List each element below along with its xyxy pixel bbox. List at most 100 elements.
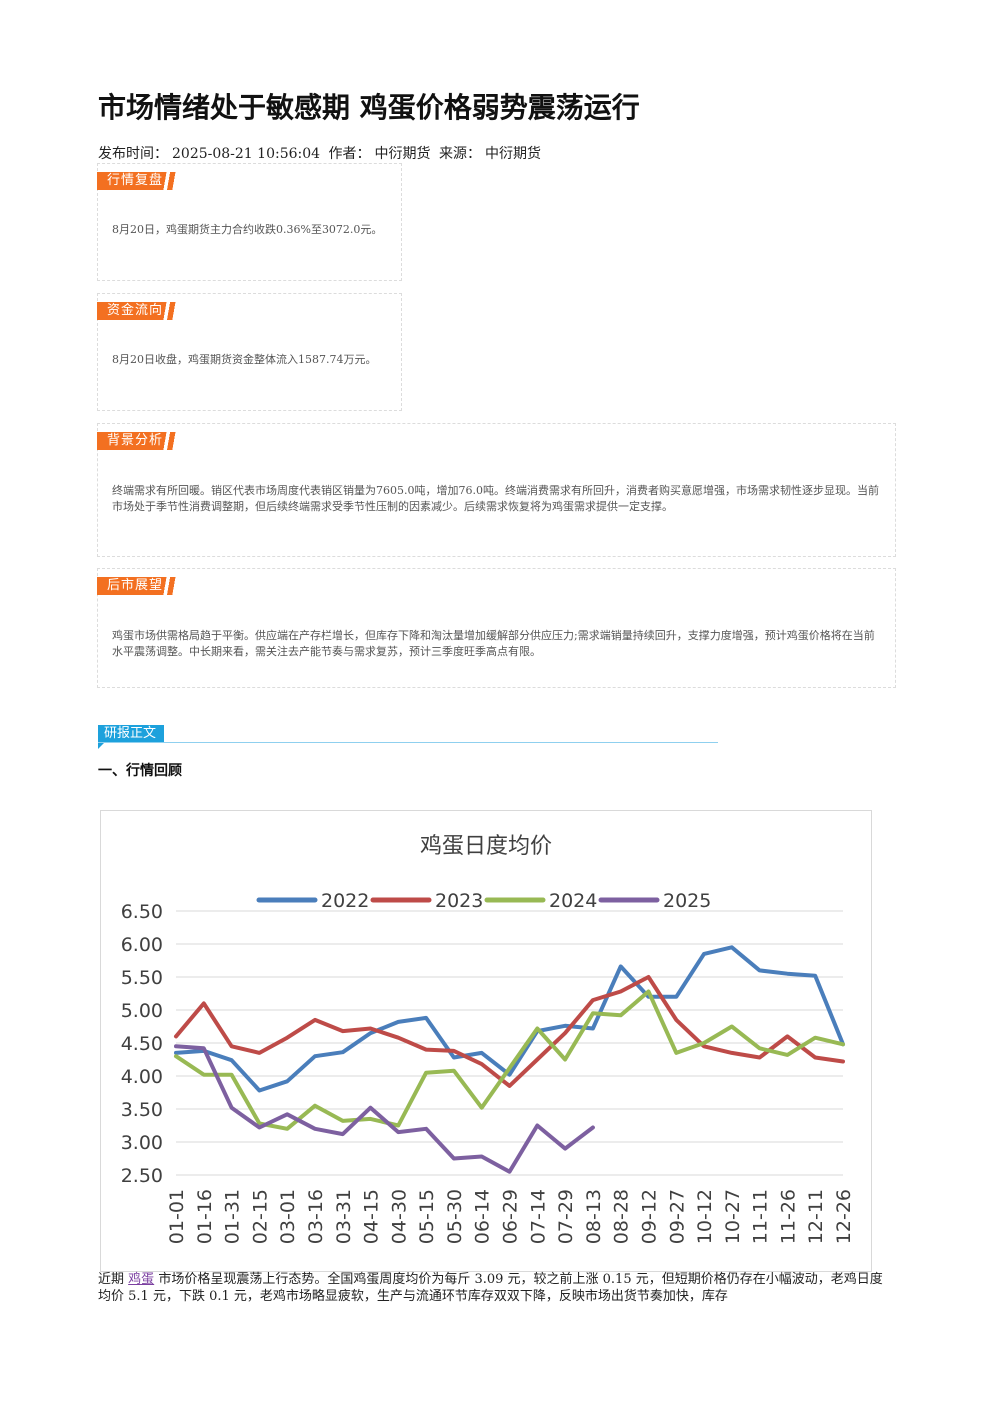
x-tick-label: 09-27: [666, 1189, 688, 1244]
legend-label: 2024: [549, 890, 597, 912]
x-tick-label: 11-26: [777, 1189, 799, 1244]
article-meta: 发布时间： 2025-08-21 10:56:04 作者： 中衍期货 来源： 中衍期货: [98, 143, 545, 163]
data-point-2023: [813, 1056, 817, 1059]
x-tick-label: 03-01: [277, 1189, 299, 1244]
y-tick-label: 4.00: [121, 1066, 163, 1088]
egg-price-chart: 鸡蛋日度均价 2022 2023 2024 2025 6.50 6.00 5.50 5.00…: [100, 810, 872, 1272]
data-point-2022: [174, 1051, 178, 1055]
x-tick-label: 04-30: [388, 1189, 410, 1244]
data-point-2023: [452, 1049, 456, 1053]
data-point-2025: [452, 1157, 456, 1160]
data-point-2025: [424, 1127, 428, 1131]
data-point-2023: [424, 1048, 428, 1052]
legend-label: 2022: [321, 890, 369, 912]
y-tick-label: 3.00: [121, 1132, 163, 1154]
data-point-2024: [674, 1051, 678, 1055]
x-tick-label: 06-14: [472, 1189, 494, 1244]
data-point-2022: [591, 1027, 595, 1030]
data-point-2025: [230, 1106, 234, 1110]
data-point-2023: [535, 1058, 539, 1061]
data-point-2023: [591, 998, 595, 1002]
report-tag-notch: [98, 743, 104, 749]
data-point-2023: [313, 1018, 317, 1022]
data-point-2024: [702, 1041, 706, 1045]
x-tick-label: 05-15: [416, 1189, 438, 1244]
source-name: 中衍期货: [484, 146, 541, 162]
data-point-2023: [202, 1001, 206, 1005]
data-point-2024: [841, 1042, 845, 1046]
data-point-2025: [313, 1127, 317, 1131]
article-title: 市场情绪处于敏感期 鸡蛋价格弱势震荡运行: [98, 91, 640, 124]
data-point-2022: [813, 974, 817, 978]
fund-flow-box: 资金流向 8月20日收盘，鸡蛋期货资金整体流入1587.74万元。: [97, 293, 402, 411]
data-point-2023: [341, 1029, 345, 1033]
data-point-2024: [813, 1036, 817, 1040]
data-point-2024: [508, 1066, 511, 1070]
data-point-2025: [563, 1147, 567, 1151]
egg-link[interactable]: 鸡蛋: [128, 1272, 155, 1287]
data-point-2024: [424, 1071, 428, 1075]
data-point-2022: [730, 945, 734, 949]
data-point-2025: [341, 1132, 345, 1136]
x-tick-label: 01-31: [222, 1189, 244, 1244]
background-text: 终端需求有所回暖。销区代表市场周度代表销区销量为7605.0吨，增加76.0吨。…: [112, 484, 879, 513]
data-point-2025: [535, 1124, 539, 1127]
data-point-2022: [424, 1016, 428, 1020]
data-point-2024: [341, 1119, 345, 1123]
data-point-2022: [563, 1024, 567, 1028]
market-review-paragraph: 近期 鸡蛋 市场价格呈现震荡上行态势。全国鸡蛋周度均价为每斤 3.09 元，较之…: [98, 1271, 890, 1305]
para-body: 市场价格呈现震荡上行态势。全国鸡蛋周度均价为每斤 3.09 元，较之前上涨 0.…: [98, 1272, 883, 1304]
x-tick-label: 05-30: [444, 1189, 466, 1244]
market-review-box: 行情复盘 8月20日，鸡蛋期货主力合约收跌0.36%至3072.0元。: [97, 163, 402, 281]
section-heading-market-review: 一、行情回顾: [98, 763, 182, 779]
publish-label: 发布时间：: [98, 146, 168, 162]
author-label: 作者：: [328, 146, 371, 162]
x-tick-label: 08-28: [611, 1189, 633, 1244]
data-point-2024: [591, 1011, 595, 1015]
data-point-2024: [785, 1053, 789, 1057]
data-point-2023: [257, 1051, 261, 1055]
data-point-2023: [841, 1060, 845, 1063]
chart-svg: 鸡蛋日度均价 2022 2023 2024 2025 6.50 6.00 5.50 5.00…: [121, 834, 855, 1244]
data-point-2025: [257, 1126, 261, 1129]
data-point-2022: [285, 1079, 289, 1083]
x-tick-label: 07-29: [555, 1189, 577, 1244]
background-box: 背景分析 终端需求有所回暖。销区代表市场周度代表销区销量为7605.0吨，增加7…: [97, 423, 896, 557]
fund-flow-text: 8月20日收盘，鸡蛋期货资金整体流入1587.74万元。: [112, 353, 377, 366]
outlook-tag: 后市展望: [97, 577, 184, 595]
x-tick-label: 03-31: [333, 1189, 355, 1244]
data-point-2023: [230, 1044, 234, 1048]
data-point-2022: [674, 995, 678, 999]
y-tick-label: 6.00: [121, 934, 163, 956]
data-point-2025: [174, 1044, 178, 1048]
data-point-2022: [313, 1054, 317, 1058]
data-point-2024: [647, 990, 650, 993]
data-point-2024: [758, 1046, 762, 1050]
data-point-2025: [508, 1170, 511, 1174]
data-point-2024: [230, 1073, 234, 1077]
x-tick-label: 03-16: [305, 1189, 327, 1244]
data-point-2024: [202, 1073, 206, 1077]
data-point-2022: [396, 1020, 400, 1024]
x-tick-label: 04-15: [361, 1189, 383, 1244]
data-point-2024: [369, 1117, 372, 1121]
data-point-2024: [730, 1025, 734, 1028]
data-point-2022: [508, 1073, 511, 1077]
data-point-2023: [758, 1056, 762, 1059]
background-tag: 背景分析: [97, 432, 184, 450]
data-point-2023: [396, 1036, 400, 1040]
data-point-2024: [452, 1069, 456, 1073]
data-point-2025: [369, 1106, 372, 1110]
data-point-2022: [341, 1050, 345, 1054]
data-point-2025: [591, 1126, 595, 1129]
publish-time: 2025-08-21 10:56:04: [172, 146, 321, 162]
chart-grid: [176, 910, 843, 1176]
report-divider: [98, 742, 718, 743]
market-review-tag: 行情复盘: [97, 172, 184, 190]
y-tick-label: 5.00: [121, 1000, 163, 1022]
author-name: 中衍期货: [374, 146, 431, 162]
data-point-2023: [369, 1027, 372, 1030]
data-point-2022: [230, 1058, 234, 1062]
chart-series-lines: [174, 945, 845, 1174]
y-tick-label: 5.50: [121, 967, 163, 989]
